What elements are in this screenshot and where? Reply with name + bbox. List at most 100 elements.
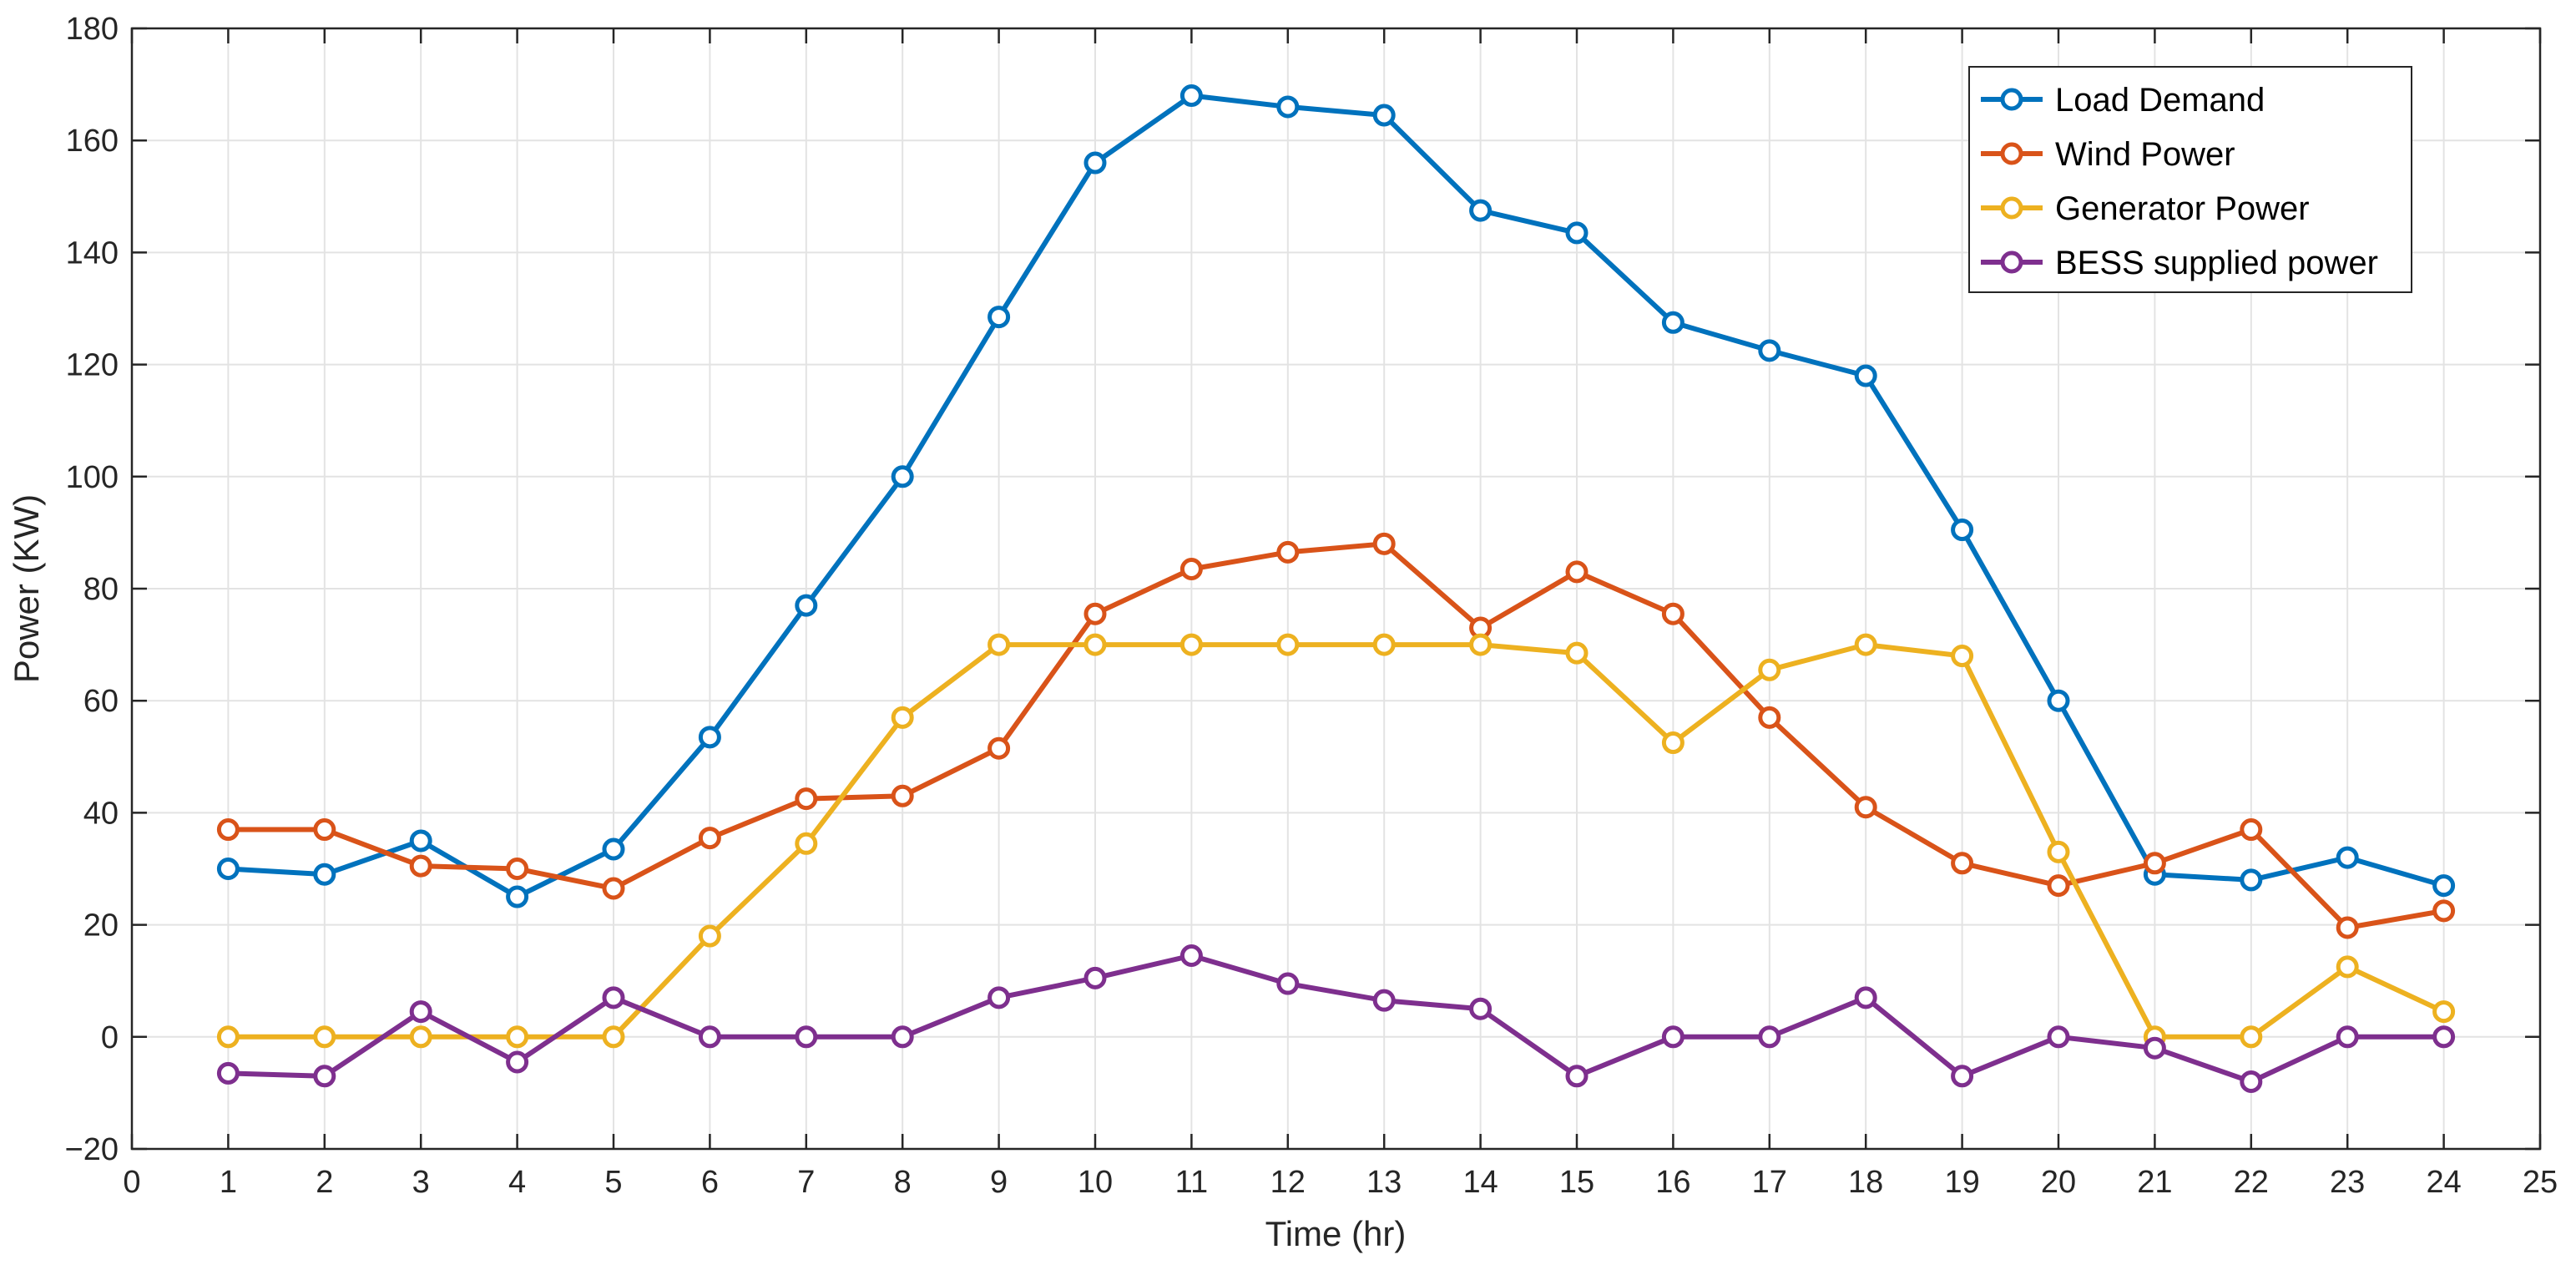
data-point-generator-power — [1372, 633, 1396, 656]
x-tick-label: 0 — [123, 1165, 140, 1200]
data-point-wind-power — [698, 827, 721, 850]
x-tick-label: 1 — [220, 1165, 237, 1200]
data-point-wind-power — [1276, 540, 1300, 564]
data-point-wind-power — [2432, 899, 2456, 923]
y-tick-label: 100 — [66, 460, 119, 495]
legend-item-load-demand: Load Demand — [1981, 82, 2265, 119]
data-point-load-demand — [2240, 868, 2263, 892]
x-tick-label: 2 — [316, 1165, 333, 1200]
data-point-bess-supplied-power — [698, 1025, 721, 1049]
legend-box — [1968, 66, 2412, 293]
data-point-load-demand — [216, 858, 240, 880]
x-tick-label: 15 — [1559, 1165, 1594, 1200]
data-point-bess-supplied-power — [1758, 1025, 1781, 1049]
data-point-bess-supplied-power — [1372, 989, 1396, 1012]
data-point-wind-power — [313, 818, 336, 842]
x-tick-label: 17 — [1752, 1165, 1787, 1200]
legend-item-bess-supplied-power: BESS supplied power — [1981, 245, 2378, 281]
data-point-wind-power — [1951, 852, 1974, 875]
data-point-generator-power — [1661, 731, 1685, 755]
x-tick-label: 22 — [2234, 1165, 2269, 1200]
data-point-wind-power — [1372, 532, 1396, 555]
data-point-bess-supplied-power — [1469, 997, 1493, 1020]
data-point-bess-supplied-power — [409, 1000, 432, 1024]
x-tick-label: 11 — [1175, 1165, 1208, 1200]
data-series — [216, 84, 2456, 1093]
legend-label: Generator Power — [2055, 190, 2310, 227]
data-point-load-demand — [2432, 874, 2456, 898]
x-tick-label: 8 — [894, 1165, 912, 1200]
data-point-load-demand — [2047, 689, 2070, 712]
legend-label: Load Demand — [2055, 82, 2265, 119]
legend-items: Load Demand Wind Power Generator Power BESS… — [1981, 82, 2378, 281]
x-tick-label: 12 — [1270, 1165, 1306, 1200]
data-point-wind-power — [216, 818, 240, 842]
x-tick-label: 10 — [1078, 1165, 1113, 1200]
data-point-bess-supplied-power — [1854, 986, 1877, 1009]
data-point-bess-supplied-power — [1179, 944, 1203, 968]
data-point-generator-power — [602, 1025, 625, 1049]
x-tick-label: 14 — [1462, 1165, 1498, 1200]
data-point-load-demand — [1565, 221, 1589, 245]
x-axis-label: Time (hr) — [1265, 1214, 1407, 1253]
data-point-load-demand — [987, 306, 1011, 329]
series-line-wind-power — [225, 541, 2447, 930]
x-tick-label: 19 — [1944, 1165, 1979, 1200]
data-point-wind-power — [2336, 916, 2359, 939]
data-point-generator-power — [2432, 1000, 2456, 1024]
x-tick-label: 7 — [797, 1165, 815, 1200]
data-point-load-demand — [795, 594, 818, 617]
data-point-bess-supplied-power — [602, 986, 625, 1009]
data-point-bess-supplied-power — [1276, 972, 1300, 995]
axis-ticks: 0 1 2 3 4 5 6 7 8 9 10 11 12 13 14 15 16 17 18 19 20 21 22 23 24… — [65, 12, 2558, 1200]
data-point-bess-supplied-power — [2047, 1025, 2070, 1049]
legend-label: BESS supplied power — [2055, 245, 2378, 281]
data-point-generator-power — [891, 706, 914, 729]
legend-marker — [2000, 142, 2023, 165]
data-point-generator-power — [1565, 641, 1589, 665]
x-tick-label: 23 — [2330, 1165, 2365, 1200]
series-line-generator-power — [225, 642, 2447, 1040]
data-point-load-demand — [1083, 151, 1107, 175]
data-point-wind-power — [1854, 796, 1877, 819]
legend-marker — [2000, 250, 2023, 274]
data-point-wind-power — [891, 784, 914, 807]
legend-marker — [2000, 88, 2023, 111]
x-tick-label: 16 — [1655, 1165, 1690, 1200]
data-point-wind-power — [506, 858, 529, 880]
data-point-bess-supplied-power — [1661, 1025, 1685, 1049]
series-line-load-demand — [225, 93, 2447, 899]
x-tick-label: 21 — [2137, 1165, 2172, 1200]
y-tick-label: 140 — [66, 235, 119, 271]
series-load-demand — [216, 84, 2456, 908]
data-point-bess-supplied-power — [891, 1025, 914, 1049]
data-point-generator-power — [698, 924, 721, 948]
data-point-wind-power — [1661, 602, 1685, 625]
data-point-load-demand — [1372, 104, 1396, 127]
data-point-load-demand — [1276, 95, 1300, 119]
data-point-bess-supplied-power — [2336, 1025, 2359, 1049]
data-point-load-demand — [2336, 846, 2359, 869]
data-point-load-demand — [1854, 364, 1877, 387]
x-tick-label: 5 — [604, 1165, 622, 1200]
legend-item-wind-power: Wind Power — [1981, 136, 2235, 173]
legend-marker — [2000, 196, 2023, 220]
data-point-generator-power — [2240, 1025, 2263, 1049]
y-tick-label: 40 — [83, 796, 119, 831]
data-point-load-demand — [1951, 519, 1974, 542]
data-point-load-demand — [1758, 339, 1781, 362]
data-point-wind-power — [795, 787, 818, 811]
data-point-wind-power — [1179, 558, 1203, 581]
data-point-generator-power — [506, 1025, 529, 1049]
x-tick-label: 9 — [990, 1165, 1008, 1200]
data-point-generator-power — [313, 1025, 336, 1049]
data-point-load-demand — [891, 465, 914, 488]
data-point-generator-power — [795, 832, 818, 855]
data-point-load-demand — [602, 837, 625, 861]
data-point-load-demand — [1469, 199, 1493, 222]
data-point-load-demand — [506, 885, 529, 908]
series-generator-power — [216, 633, 2456, 1049]
data-point-bess-supplied-power — [2143, 1036, 2166, 1060]
x-tick-label: 6 — [701, 1165, 719, 1200]
